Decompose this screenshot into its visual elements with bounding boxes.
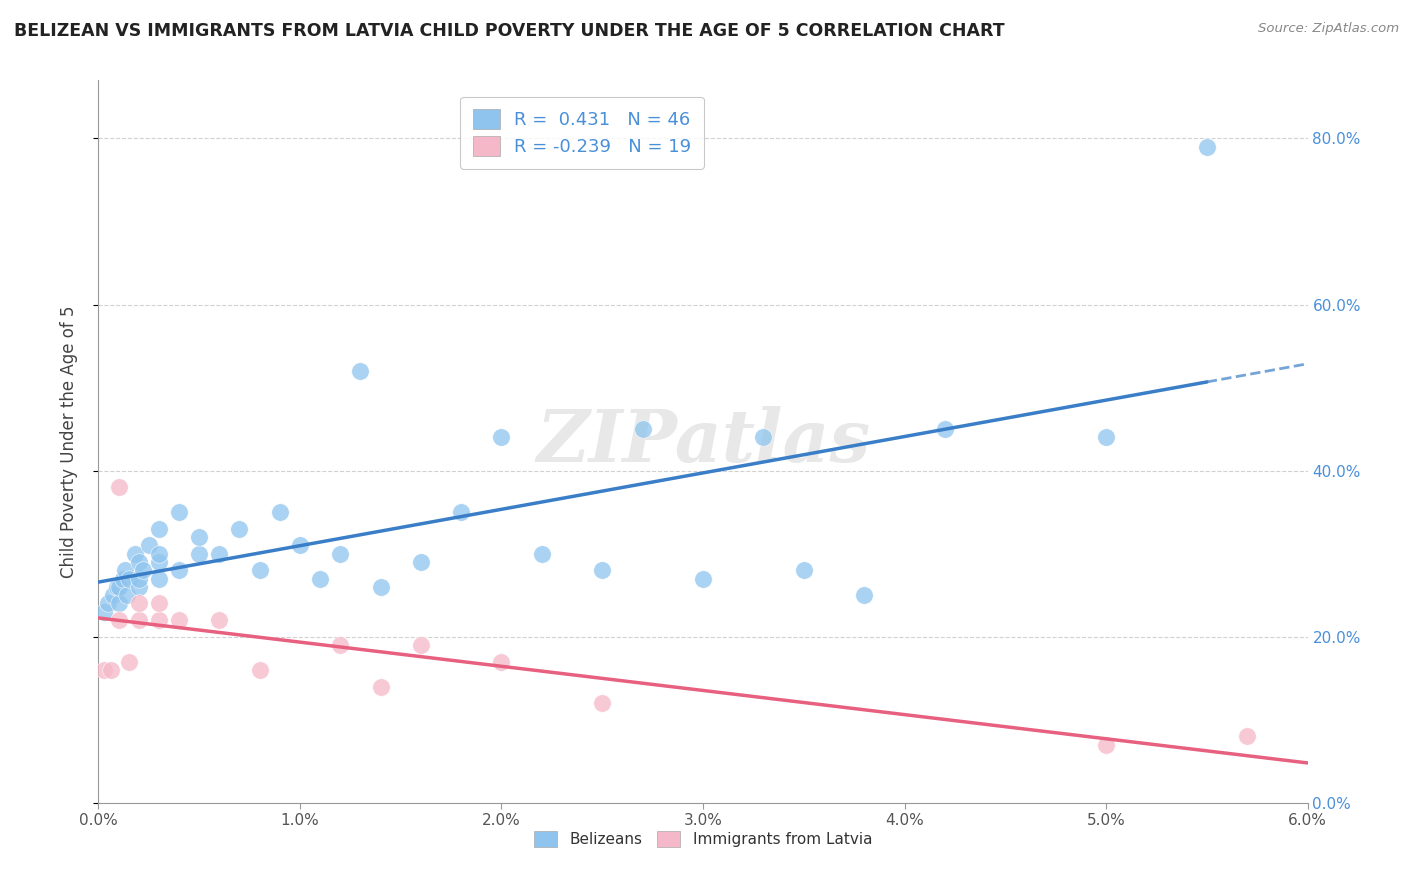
Point bbox=[631, 422, 654, 436]
Point bbox=[370, 680, 392, 694]
Point bbox=[1236, 730, 1258, 744]
Point bbox=[107, 613, 129, 627]
Point bbox=[148, 572, 170, 586]
Point bbox=[349, 364, 371, 378]
Point bbox=[148, 613, 170, 627]
Point bbox=[118, 655, 141, 669]
Point bbox=[128, 613, 150, 627]
Point bbox=[148, 597, 170, 611]
Point bbox=[167, 613, 190, 627]
Point bbox=[148, 522, 170, 536]
Point bbox=[148, 555, 170, 569]
Point bbox=[1195, 139, 1218, 153]
Point bbox=[107, 580, 129, 594]
Point bbox=[101, 588, 124, 602]
Point bbox=[208, 547, 231, 561]
Point bbox=[114, 563, 136, 577]
Point bbox=[128, 572, 150, 586]
Point bbox=[93, 605, 115, 619]
Point bbox=[128, 580, 150, 594]
Point bbox=[167, 563, 190, 577]
Point bbox=[309, 572, 332, 586]
Point bbox=[934, 422, 956, 436]
Point bbox=[269, 505, 291, 519]
Point bbox=[111, 572, 134, 586]
Point bbox=[132, 563, 155, 577]
Point bbox=[1095, 430, 1118, 444]
Point bbox=[208, 613, 231, 627]
Point bbox=[97, 597, 120, 611]
Point bbox=[491, 430, 513, 444]
Point bbox=[188, 547, 211, 561]
Point bbox=[450, 505, 472, 519]
Point bbox=[370, 580, 392, 594]
Point bbox=[138, 538, 160, 552]
Point bbox=[100, 663, 122, 677]
Point bbox=[93, 663, 115, 677]
Text: Source: ZipAtlas.com: Source: ZipAtlas.com bbox=[1258, 22, 1399, 36]
Point bbox=[115, 588, 138, 602]
Legend: R =  0.431   N = 46, R = -0.239   N = 19: R = 0.431 N = 46, R = -0.239 N = 19 bbox=[460, 96, 704, 169]
Point bbox=[167, 505, 190, 519]
Point bbox=[288, 538, 311, 552]
Point bbox=[124, 547, 146, 561]
Text: BELIZEAN VS IMMIGRANTS FROM LATVIA CHILD POVERTY UNDER THE AGE OF 5 CORRELATION : BELIZEAN VS IMMIGRANTS FROM LATVIA CHILD… bbox=[14, 22, 1005, 40]
Text: ZIPatlas: ZIPatlas bbox=[536, 406, 870, 477]
Point bbox=[692, 572, 714, 586]
Point bbox=[409, 638, 432, 652]
Point bbox=[148, 547, 170, 561]
Point bbox=[118, 572, 141, 586]
Point bbox=[228, 522, 250, 536]
Point bbox=[105, 580, 128, 594]
Point bbox=[1095, 738, 1118, 752]
Point bbox=[107, 597, 129, 611]
Y-axis label: Child Poverty Under the Age of 5: Child Poverty Under the Age of 5 bbox=[59, 305, 77, 578]
Point bbox=[249, 563, 271, 577]
Point bbox=[530, 547, 553, 561]
Point bbox=[591, 563, 613, 577]
Point bbox=[491, 655, 513, 669]
Point bbox=[329, 638, 352, 652]
Point bbox=[752, 430, 775, 444]
Point bbox=[591, 696, 613, 710]
Point bbox=[128, 597, 150, 611]
Point bbox=[409, 555, 432, 569]
Point bbox=[107, 480, 129, 494]
Point bbox=[793, 563, 815, 577]
Point bbox=[329, 547, 352, 561]
Point bbox=[128, 555, 150, 569]
Point bbox=[853, 588, 876, 602]
Point bbox=[249, 663, 271, 677]
Point bbox=[188, 530, 211, 544]
